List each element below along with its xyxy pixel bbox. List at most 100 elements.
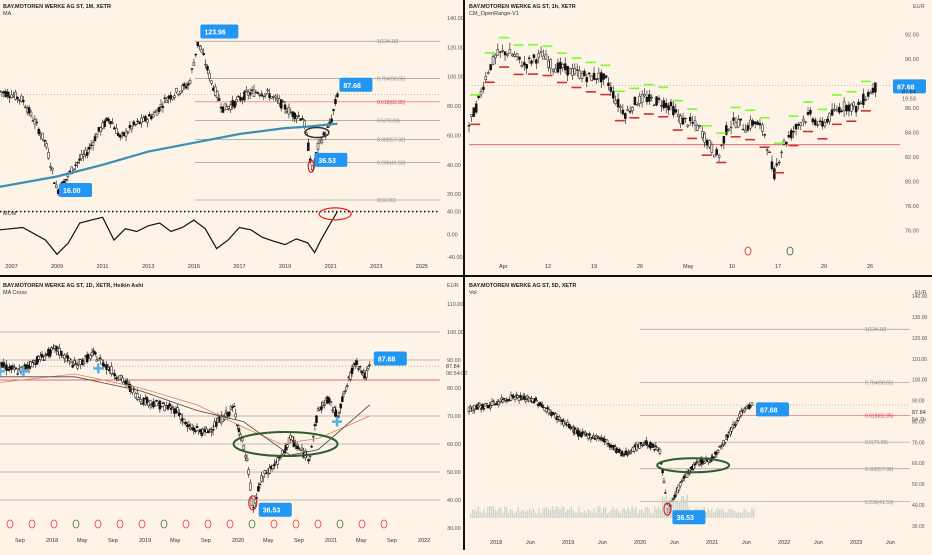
hourly-candle xyxy=(587,72,591,75)
x-tick-label: May xyxy=(170,538,181,544)
hourly-candle xyxy=(662,100,666,109)
monthly-candle xyxy=(293,112,296,120)
volume-bar xyxy=(620,513,622,518)
volume-bar xyxy=(646,507,648,518)
chart-title: BAY.MOTOREN WERKE AG ST, 1h, XETR xyxy=(469,4,576,10)
monthly-candle xyxy=(266,89,269,92)
hourly-candle xyxy=(467,125,471,127)
weekly-candle xyxy=(693,463,697,466)
chart-title: BAY.MOTOREN WERKE AG ST, 1D, XETR, Heiki… xyxy=(3,283,144,289)
monthly-candle xyxy=(186,83,190,86)
weekly-candle xyxy=(550,412,553,416)
heikin-candle xyxy=(258,483,262,486)
weekly-candle xyxy=(726,434,729,438)
hourly-candle xyxy=(484,75,488,80)
volume-bar xyxy=(553,509,555,518)
volume-bar xyxy=(650,513,652,518)
volume-bar xyxy=(737,511,740,518)
volume-bar xyxy=(717,507,719,518)
weekly-candle xyxy=(534,397,537,401)
monthly-candle xyxy=(270,96,273,99)
event-marker xyxy=(116,519,124,529)
x-tick-label: 2021 xyxy=(706,540,718,546)
volume-bar xyxy=(538,508,540,518)
heikin-candle xyxy=(345,385,349,387)
heikin-candle xyxy=(100,359,103,365)
fib-label: 0.764(98.65) xyxy=(865,381,894,387)
x-tick-label: 26 xyxy=(867,264,873,270)
heikin-candle xyxy=(137,397,141,400)
volume-bar xyxy=(728,508,730,518)
weekly-candle xyxy=(641,444,644,447)
monthly-candle xyxy=(235,99,238,102)
last-price-label: 87.84 xyxy=(446,364,460,370)
hourly-candle xyxy=(874,82,877,93)
monthly-candle xyxy=(20,95,23,102)
hourly-candle xyxy=(515,53,519,57)
hourly-candle xyxy=(739,118,742,121)
volume-bar xyxy=(584,510,586,518)
weekly-candle xyxy=(501,399,505,403)
heikin-candle xyxy=(76,365,79,369)
hourly-candle xyxy=(612,91,615,99)
monthly-candle xyxy=(37,128,41,135)
event-marker xyxy=(204,519,212,529)
weekly-candle xyxy=(683,475,686,479)
price-badge-bg xyxy=(893,79,926,94)
volume-bar xyxy=(677,501,679,518)
volume-bar xyxy=(565,512,567,518)
volume-bar xyxy=(582,512,584,518)
event-marker xyxy=(358,519,366,529)
heikin-candle xyxy=(169,407,173,410)
weekly-candle xyxy=(651,443,655,448)
monthly-candle xyxy=(0,90,2,92)
weekly-candle xyxy=(750,402,754,406)
heikin-candle xyxy=(115,377,118,379)
weekly-candle xyxy=(737,417,740,421)
volume-bar xyxy=(635,506,637,518)
hourly-candle xyxy=(797,124,800,126)
volume-bar xyxy=(622,508,624,518)
volume-bar xyxy=(606,513,608,518)
heikin-candle xyxy=(268,467,271,474)
x-tick-label: Jun xyxy=(526,540,535,546)
price-badge: 87.68 xyxy=(343,83,361,90)
hourly-candle xyxy=(801,118,805,122)
x-tick-label: 20 xyxy=(821,264,827,270)
weekly-candle xyxy=(660,463,663,465)
weekly-candle xyxy=(494,403,498,406)
heikin-candle xyxy=(5,364,8,371)
volume-bar xyxy=(711,507,713,518)
y-tick-label: 76.00 xyxy=(905,229,919,235)
hourly-candle xyxy=(486,72,490,74)
heikin-candle xyxy=(40,353,44,358)
indicator-tick: 40.00 xyxy=(447,210,461,216)
hourly-candle xyxy=(503,51,507,56)
heikin-candle xyxy=(252,506,255,509)
hourly-candle xyxy=(787,135,791,138)
heikin-candle xyxy=(43,354,47,357)
volume-bar xyxy=(483,509,485,518)
volume-bar xyxy=(523,510,525,518)
heikin-candle xyxy=(207,430,210,434)
weekly-candle xyxy=(479,408,483,410)
monthly-candle xyxy=(76,161,79,164)
monthly-candle xyxy=(320,139,324,144)
weekly-candle xyxy=(581,431,584,433)
hourly-candle xyxy=(501,50,504,52)
volume-bar xyxy=(623,508,626,518)
heikin-candle xyxy=(342,391,346,395)
x-tick-label: 2019 xyxy=(562,540,574,546)
monthly-candle xyxy=(51,167,54,171)
weekly-candle xyxy=(492,400,495,402)
event-marker xyxy=(270,519,278,529)
monthly-candle xyxy=(124,130,128,137)
x-tick-label: Sep xyxy=(387,538,397,544)
volume-bar xyxy=(525,511,527,518)
hourly-candle xyxy=(770,161,774,170)
weekly-candle xyxy=(558,416,561,420)
weekly-candle xyxy=(593,437,597,440)
heikin-candle xyxy=(121,377,124,383)
monthly-candle xyxy=(6,91,10,97)
heikin-candle xyxy=(106,367,110,370)
